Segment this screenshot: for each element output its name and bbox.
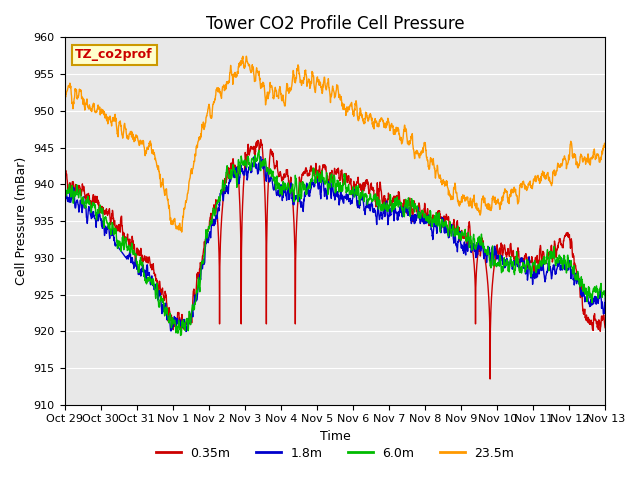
1.8m [487, 260, 495, 265]
23.5m [61, 91, 68, 97]
0.35m [324, 178, 332, 183]
1.8m [602, 295, 609, 301]
6.0m [324, 189, 332, 194]
23.5m [243, 53, 250, 59]
23.5m [586, 162, 594, 168]
6.0m [255, 147, 262, 153]
23.5m [310, 74, 317, 80]
0.35m [586, 322, 594, 327]
0.35m [486, 376, 494, 382]
1.8m [586, 302, 594, 308]
Legend: 0.35m, 1.8m, 6.0m, 23.5m: 0.35m, 1.8m, 6.0m, 23.5m [150, 442, 520, 465]
0.35m [586, 320, 594, 326]
23.5m [586, 162, 594, 168]
23.5m [602, 143, 609, 149]
6.0m [602, 296, 609, 301]
6.0m [586, 295, 594, 301]
6.0m [487, 265, 495, 271]
1.8m [324, 180, 332, 185]
1.8m [61, 192, 68, 198]
0.35m [257, 137, 264, 143]
23.5m [324, 80, 332, 85]
1.8m [88, 215, 96, 220]
0.35m [88, 204, 96, 209]
0.35m [310, 170, 317, 176]
Line: 23.5m: 23.5m [65, 56, 605, 232]
23.5m [88, 107, 96, 113]
6.0m [88, 204, 96, 210]
1.8m [310, 182, 317, 188]
6.0m [61, 183, 68, 189]
0.35m [487, 307, 495, 312]
1.8m [586, 303, 594, 309]
23.5m [487, 208, 495, 214]
0.35m [602, 325, 609, 331]
Line: 0.35m: 0.35m [65, 140, 605, 379]
Text: TZ_co2prof: TZ_co2prof [76, 48, 153, 61]
6.0m [177, 333, 184, 338]
1.8m [250, 154, 258, 159]
6.0m [310, 165, 317, 171]
6.0m [586, 290, 594, 296]
0.35m [61, 172, 68, 178]
Line: 6.0m: 6.0m [65, 150, 605, 336]
Line: 1.8m: 1.8m [65, 156, 605, 332]
Y-axis label: Cell Pressure (mBar): Cell Pressure (mBar) [15, 157, 28, 285]
Title: Tower CO2 Profile Cell Pressure: Tower CO2 Profile Cell Pressure [205, 15, 464, 33]
1.8m [182, 329, 190, 335]
X-axis label: Time: Time [319, 430, 350, 443]
23.5m [178, 229, 186, 235]
